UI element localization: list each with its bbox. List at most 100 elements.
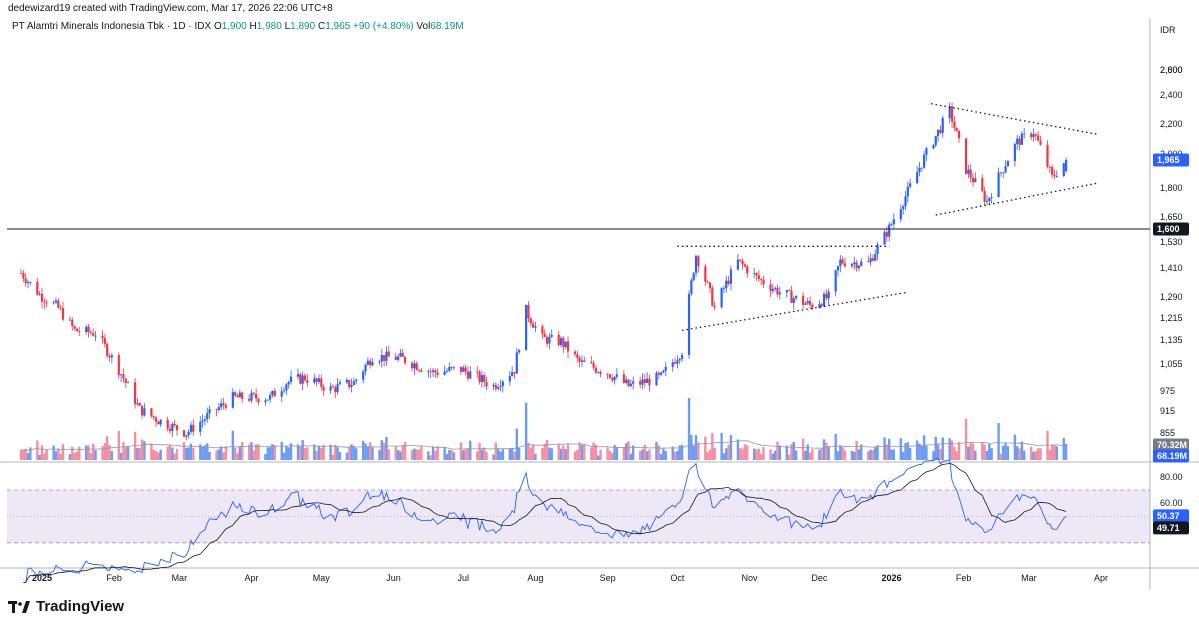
volume-bar: [75, 451, 79, 460]
volume-bar: [57, 448, 60, 460]
price-tick-label: 975: [1160, 386, 1175, 396]
volume-bar: [725, 448, 728, 460]
candle-body: [73, 326, 76, 329]
time-tick-label: Jul: [458, 573, 470, 583]
volume-bar: [71, 446, 74, 460]
candle-body: [122, 374, 125, 379]
volume-bar: [997, 422, 1000, 460]
volume-bar: [576, 449, 579, 460]
candle-body: [485, 382, 488, 387]
candle-body: [492, 384, 495, 387]
volume-bar: [524, 402, 528, 460]
volume-bar: [350, 444, 353, 460]
volume-bar: [287, 447, 290, 460]
candle-body: [543, 333, 546, 338]
volume-bar: [87, 445, 90, 460]
tradingview-icon: [8, 600, 30, 613]
candle-body: [289, 376, 293, 383]
price-chart[interactable]: IDR2,8002,6002,4002,2002,0001,8001,6501,…: [0, 0, 1199, 590]
volume-bar: [199, 444, 202, 460]
volume-bar: [860, 444, 863, 460]
volume-bar: [175, 448, 179, 460]
tradingview-logo[interactable]: TradingView: [8, 598, 124, 615]
candle-body: [85, 326, 88, 332]
candle-body: [590, 361, 593, 364]
candle-body: [250, 393, 253, 401]
candle-body: [795, 295, 798, 299]
candle-body: [203, 419, 207, 421]
candle-body: [869, 258, 872, 263]
candle-body: [1048, 166, 1051, 168]
volume-bar: [385, 436, 388, 460]
candle-body: [948, 106, 951, 118]
volume-bar: [790, 444, 793, 460]
candle-body: [303, 375, 307, 381]
volume-bar: [206, 443, 209, 460]
candle-body: [871, 258, 875, 261]
candle-body: [534, 326, 537, 328]
candle-body: [187, 431, 190, 436]
candle-body: [443, 371, 446, 375]
volume-bar: [68, 454, 72, 460]
volume-bar: [59, 454, 62, 460]
candle-body: [415, 363, 418, 370]
candle-body: [550, 334, 553, 337]
candle-body: [720, 288, 723, 308]
volume-bar: [138, 447, 141, 460]
volume-bar: [1034, 450, 1038, 460]
candle-body: [769, 284, 772, 291]
volume-bar: [708, 449, 712, 460]
volume-bar: [317, 445, 321, 460]
volume-bar: [29, 447, 32, 460]
volume-bar: [368, 442, 372, 460]
candle-body: [988, 197, 991, 201]
candle-body: [906, 186, 909, 197]
volume-bar: [871, 450, 875, 460]
volume-bar: [236, 453, 239, 460]
volume-bar: [850, 451, 854, 460]
price-tick-label: 1,135: [1160, 335, 1183, 345]
volume-bar: [648, 449, 651, 460]
candle-body: [706, 281, 709, 283]
price-tick-label: 2,800: [1160, 65, 1183, 75]
rsi-value-label-bg: [1153, 509, 1189, 523]
candle-body: [941, 117, 944, 133]
candle-body: [38, 293, 41, 295]
candle-body: [753, 273, 756, 274]
volume-bar: [697, 442, 700, 460]
volume-bar: [436, 446, 439, 460]
volume-bar: [915, 440, 919, 460]
volume-bar: [594, 444, 598, 460]
volume-bar: [904, 443, 907, 460]
volume-bar: [24, 448, 27, 460]
candle-body: [201, 420, 204, 423]
candle-body: [531, 323, 535, 328]
candle-body: [657, 372, 660, 375]
volume-bar: [313, 444, 316, 460]
candle-body: [671, 362, 674, 367]
volume-bar: [941, 437, 944, 460]
candle-body: [527, 304, 530, 319]
volume-bar: [166, 446, 169, 460]
volume-bar: [338, 451, 342, 460]
candle-body: [762, 279, 765, 285]
time-tick-label: Mar: [1021, 573, 1037, 583]
candle-body: [331, 386, 335, 388]
candle-body: [890, 224, 893, 225]
price-tick-label: 2,400: [1160, 90, 1183, 100]
volume-bar: [478, 442, 481, 460]
candle-body: [410, 362, 414, 369]
candle-body: [427, 371, 430, 373]
volume-bar: [687, 398, 691, 460]
volume-bar: [722, 453, 726, 460]
candle-body: [282, 390, 286, 392]
brand-name: TradingView: [36, 598, 125, 615]
volume-bar: [1029, 446, 1033, 460]
volume-bar: [78, 446, 81, 460]
candle-body: [713, 305, 716, 308]
volume-bar: [152, 449, 155, 460]
time-tick-label: Dec: [811, 573, 828, 583]
candle-body: [434, 370, 437, 373]
volume-bar: [499, 451, 502, 460]
symbol-name[interactable]: PT Alamtri Minerals Indonesia Tbk · 1D ·…: [12, 21, 212, 32]
